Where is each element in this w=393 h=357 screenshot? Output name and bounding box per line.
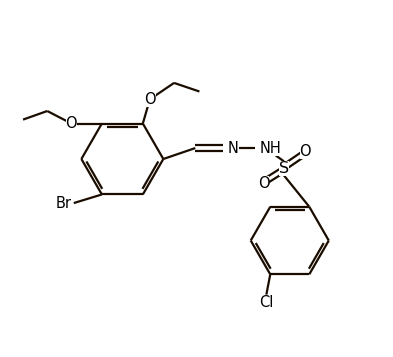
Text: S: S <box>279 161 289 176</box>
Text: NH: NH <box>259 141 281 156</box>
Text: O: O <box>144 92 156 107</box>
Text: Cl: Cl <box>259 295 274 310</box>
Text: Br: Br <box>56 196 72 211</box>
Text: O: O <box>258 176 270 191</box>
Text: N: N <box>228 141 239 156</box>
Text: O: O <box>66 116 77 131</box>
Text: O: O <box>299 145 311 160</box>
